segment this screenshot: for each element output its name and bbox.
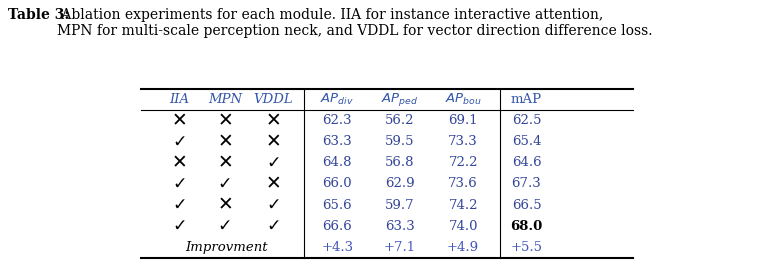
Text: ✓: ✓ [217, 175, 233, 193]
Text: +7.1: +7.1 [384, 241, 416, 254]
Text: 59.5: 59.5 [385, 135, 414, 148]
Text: $AP_{ped}$: $AP_{ped}$ [382, 91, 418, 108]
Text: ✓: ✓ [172, 175, 187, 193]
Text: ✓: ✓ [217, 217, 233, 235]
Text: mAP: mAP [511, 93, 542, 106]
Text: ✕: ✕ [266, 132, 281, 151]
Text: ✕: ✕ [172, 111, 187, 130]
Text: +4.9: +4.9 [447, 241, 479, 254]
Text: ✕: ✕ [172, 153, 187, 172]
Text: 66.6: 66.6 [323, 220, 352, 233]
Text: 72.2: 72.2 [449, 156, 478, 169]
Text: 62.5: 62.5 [512, 114, 541, 127]
Text: ✓: ✓ [172, 133, 187, 151]
Text: 73.3: 73.3 [449, 135, 478, 148]
Text: 62.9: 62.9 [385, 177, 414, 191]
Text: Table 3:: Table 3: [8, 8, 69, 22]
Text: 63.3: 63.3 [323, 135, 352, 148]
Text: 66.5: 66.5 [512, 198, 541, 212]
Text: ✓: ✓ [172, 217, 187, 235]
Text: $AP_{bou}$: $AP_{bou}$ [445, 92, 481, 107]
Text: 69.1: 69.1 [449, 114, 478, 127]
Text: ✕: ✕ [217, 153, 233, 172]
Text: +4.3: +4.3 [321, 241, 353, 254]
Text: ✕: ✕ [217, 132, 233, 151]
Text: VDDL: VDDL [253, 93, 293, 106]
Text: Improvment: Improvment [185, 241, 268, 254]
Text: Ablation experiments for each module. IIA for instance interactive attention,
MP: Ablation experiments for each module. II… [57, 8, 652, 38]
Text: ✕: ✕ [266, 174, 281, 194]
Text: ✓: ✓ [172, 196, 187, 214]
Text: IIA: IIA [169, 93, 189, 106]
Text: ✕: ✕ [217, 195, 233, 215]
Text: ✓: ✓ [266, 217, 281, 235]
Text: 65.4: 65.4 [512, 135, 541, 148]
Text: 62.3: 62.3 [323, 114, 352, 127]
Text: 74.2: 74.2 [449, 198, 478, 212]
Text: ✕: ✕ [266, 111, 281, 130]
Text: MPN: MPN [208, 93, 242, 106]
Text: ✓: ✓ [266, 196, 281, 214]
Text: 59.7: 59.7 [385, 198, 414, 212]
Text: 56.8: 56.8 [385, 156, 414, 169]
Text: 64.8: 64.8 [323, 156, 352, 169]
Text: 67.3: 67.3 [512, 177, 541, 191]
Text: $AP_{div}$: $AP_{div}$ [320, 92, 354, 107]
Text: 63.3: 63.3 [385, 220, 414, 233]
Text: +5.5: +5.5 [510, 241, 542, 254]
Text: 64.6: 64.6 [512, 156, 541, 169]
Text: 66.0: 66.0 [323, 177, 352, 191]
Text: ✓: ✓ [266, 154, 281, 172]
Text: 74.0: 74.0 [449, 220, 478, 233]
Text: 73.6: 73.6 [449, 177, 478, 191]
Text: 56.2: 56.2 [385, 114, 414, 127]
Text: ✕: ✕ [217, 111, 233, 130]
Text: 68.0: 68.0 [510, 220, 542, 233]
Text: 65.6: 65.6 [323, 198, 352, 212]
